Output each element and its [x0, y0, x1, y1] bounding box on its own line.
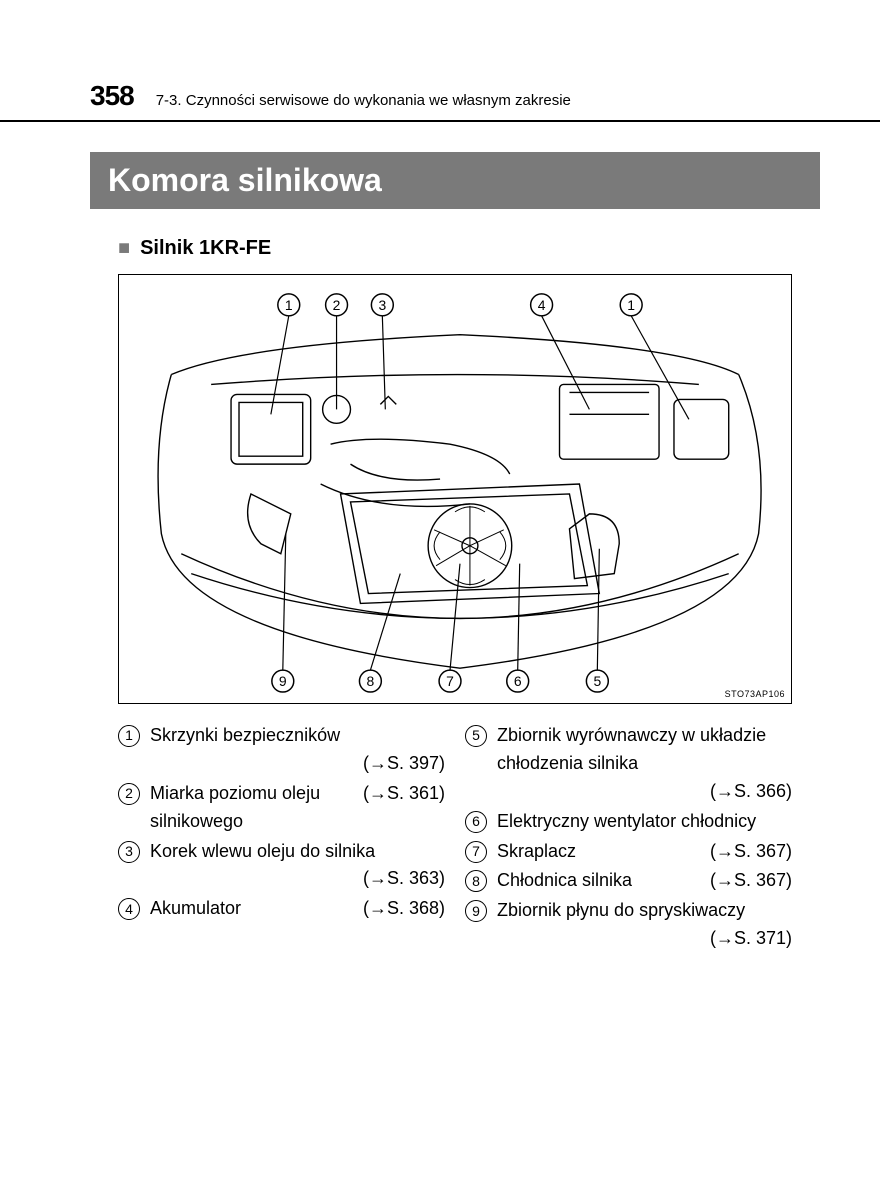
square-bullet-icon: ■ — [118, 237, 130, 260]
legend-item-5: 5 Zbiornik wyrównawczy w układzie chłodze… — [465, 722, 792, 806]
legend-item-6: 6 Elektryczny wentylator chłodnicy — [465, 808, 792, 836]
legend-number-3: 3 — [118, 841, 140, 863]
legend-text: Akumulator(→S. 368) — [150, 895, 445, 923]
callout-9: 9 — [272, 670, 294, 692]
callout-5: 5 — [586, 670, 608, 692]
page-number: 358 — [90, 80, 134, 112]
legend-number-8: 8 — [465, 870, 487, 892]
svg-text:2: 2 — [333, 297, 341, 313]
svg-text:1: 1 — [285, 297, 293, 313]
callout-1: 1 — [620, 294, 642, 316]
sub-heading-text: Silnik 1KR-FE — [140, 237, 271, 260]
legend-item-3: 3 Korek wlewu oleju do silnika(→S. 363) — [118, 838, 445, 894]
legend-right-column: 5 Zbiornik wyrównawczy w układzie chłodze… — [465, 722, 792, 955]
legend: 1 Skrzynki bezpieczników(→S. 397) 2 Miarka … — [118, 722, 792, 955]
svg-text:9: 9 — [279, 673, 287, 689]
legend-text: Elektryczny wentylator chłodnicy — [497, 808, 792, 836]
legend-item-9: 9 Zbiornik płynu do spryskiwaczy(→S. 371) — [465, 897, 792, 953]
page-title: Komora silnikowa — [90, 152, 820, 209]
legend-text: Skrzynki bezpieczników(→S. 397) — [150, 722, 445, 778]
legend-item-4: 4 Akumulator(→S. 368) — [118, 895, 445, 923]
legend-number-1: 1 — [118, 725, 140, 747]
sub-heading: ■ Silnik 1KR-FE — [118, 237, 820, 260]
legend-number-5: 5 — [465, 725, 487, 747]
legend-text: Zbiornik wyrównawczy w układzie chłodzen… — [497, 722, 792, 806]
legend-number-6: 6 — [465, 811, 487, 833]
svg-text:8: 8 — [367, 673, 375, 689]
callout-8: 8 — [359, 670, 381, 692]
callout-7: 7 — [439, 670, 461, 692]
svg-text:6: 6 — [514, 673, 522, 689]
legend-item-8: 8 Chłodnica silnika(→S. 367) — [465, 867, 792, 895]
legend-item-1: 1 Skrzynki bezpieczników(→S. 397) — [118, 722, 445, 778]
header-rule — [0, 120, 880, 122]
callout-2: 2 — [326, 294, 348, 316]
engine-diagram: 1 2 3 4 1 9 8 7 6 5 STO73AP106 — [118, 274, 792, 704]
legend-number-4: 4 — [118, 898, 140, 920]
callout-6: 6 — [507, 670, 529, 692]
section-heading: 7-3. Czynności serwisowe do wykonania we… — [156, 92, 571, 109]
diagram-code: STO73AP106 — [725, 689, 785, 699]
legend-number-2: 2 — [118, 783, 140, 805]
legend-number-7: 7 — [465, 841, 487, 863]
legend-text: Korek wlewu oleju do silnika(→S. 363) — [150, 838, 445, 894]
legend-item-2: 2 Miarka poziomu oleju silnikowego(→S. 36… — [118, 780, 445, 836]
legend-text: Zbiornik płynu do spryskiwaczy(→S. 371) — [497, 897, 792, 953]
callout-4: 4 — [531, 294, 553, 316]
legend-text: Skraplacz(→S. 367) — [497, 838, 792, 866]
legend-text: Chłodnica silnika(→S. 367) — [497, 867, 792, 895]
callout-1: 1 — [278, 294, 300, 316]
legend-text: Miarka poziomu oleju silnikowego(→S. 361… — [150, 780, 445, 836]
legend-item-7: 7 Skraplacz(→S. 367) — [465, 838, 792, 866]
svg-text:7: 7 — [446, 673, 454, 689]
legend-number-9: 9 — [465, 900, 487, 922]
svg-text:5: 5 — [593, 673, 601, 689]
legend-left-column: 1 Skrzynki bezpieczników(→S. 397) 2 Miarka … — [118, 722, 445, 955]
svg-text:3: 3 — [378, 297, 386, 313]
svg-text:1: 1 — [627, 297, 635, 313]
svg-text:4: 4 — [538, 297, 546, 313]
callout-3: 3 — [371, 294, 393, 316]
